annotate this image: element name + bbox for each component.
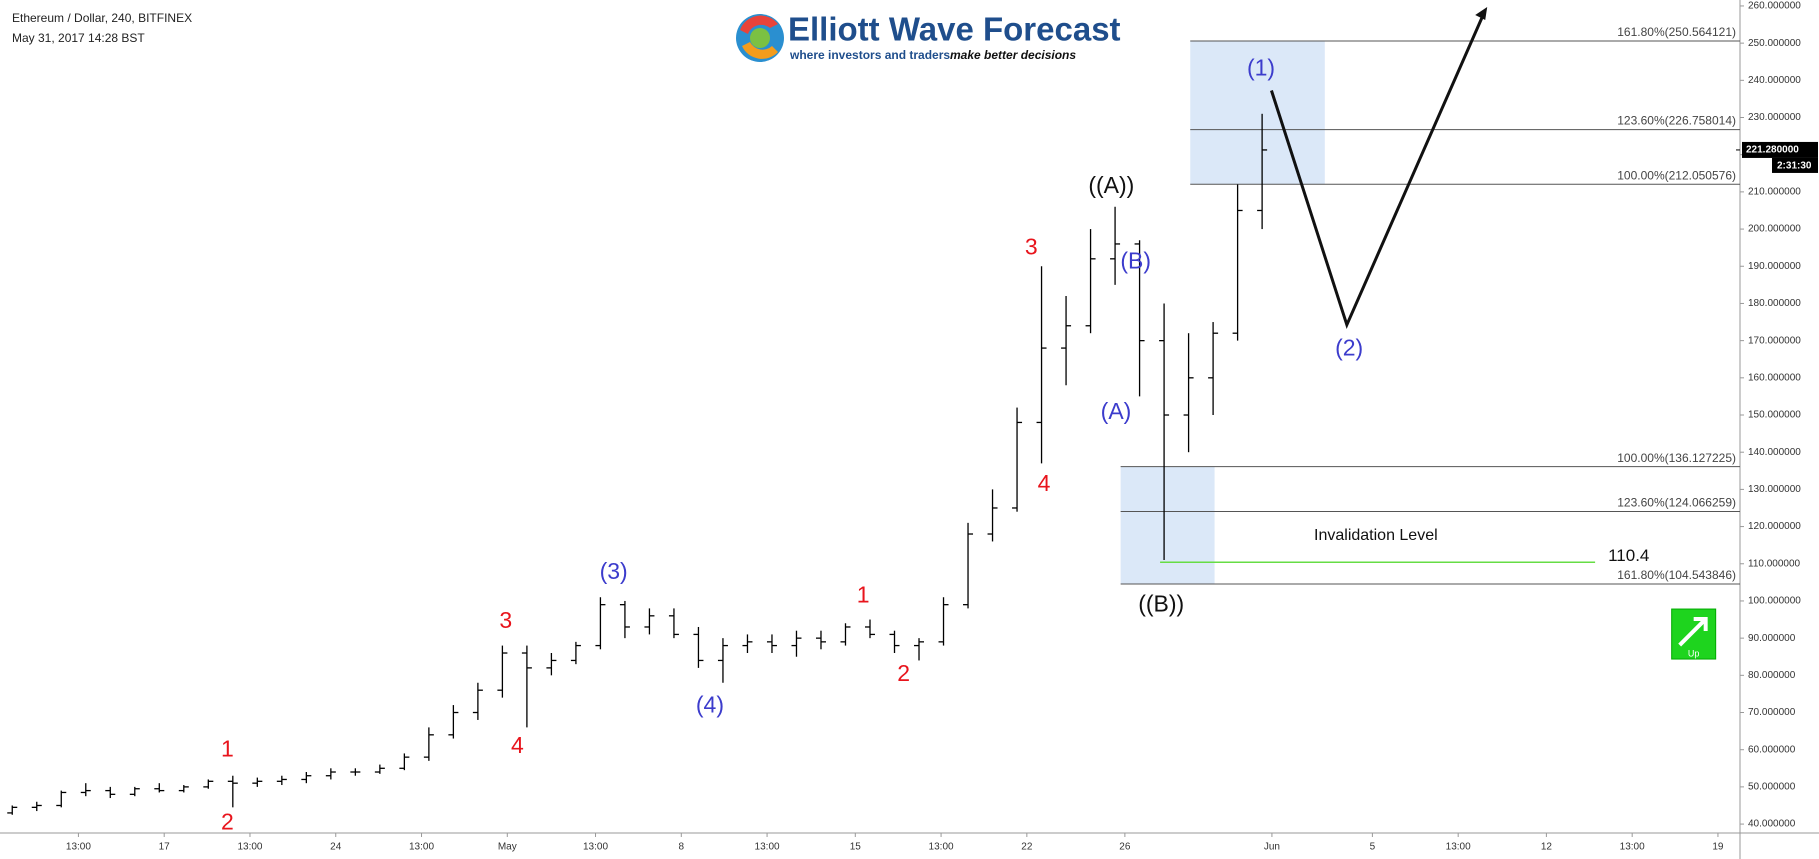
wave-label: 3 xyxy=(1025,233,1038,259)
y-tick-label: 40.000000 xyxy=(1748,819,1796,830)
y-tick-label: 60.000000 xyxy=(1748,744,1796,755)
projection-arrowhead xyxy=(1475,6,1488,20)
wave-label: 2 xyxy=(221,809,234,835)
x-tick-label: 13:00 xyxy=(237,842,262,853)
wave-label: ((A)) xyxy=(1088,172,1134,198)
y-tick-label: 70.000000 xyxy=(1748,707,1796,718)
wave-label: 1 xyxy=(857,581,870,607)
y-tick-label: 210.000000 xyxy=(1748,187,1801,198)
y-tick-label: 190.000000 xyxy=(1748,261,1801,272)
x-tick-label: 22 xyxy=(1021,842,1033,853)
x-tick-label: 24 xyxy=(330,842,342,853)
x-tick-label: 13:00 xyxy=(1620,842,1645,853)
wave-label: ((B)) xyxy=(1138,591,1184,617)
x-tick-label: 13:00 xyxy=(66,842,91,853)
y-tick-label: 140.000000 xyxy=(1748,447,1801,458)
wave-label: (3) xyxy=(600,558,628,584)
wave-label: 4 xyxy=(511,732,524,758)
y-tick-label: 180.000000 xyxy=(1748,298,1801,309)
invalidation-text: Invalidation Level xyxy=(1314,527,1438,544)
last-price-label: 221.280000 xyxy=(1746,145,1799,156)
x-tick-label: 15 xyxy=(850,842,862,853)
up-badge-label: Up xyxy=(1688,648,1700,658)
fib-label: 100.00%(212.050576) xyxy=(1617,168,1736,182)
x-tick-label: Jun xyxy=(1264,842,1280,853)
wave-label: (B) xyxy=(1120,247,1151,273)
wave-label: 2 xyxy=(897,660,910,686)
y-tick-label: 150.000000 xyxy=(1748,410,1801,421)
x-tick-label: 13:00 xyxy=(755,842,780,853)
y-tick-label: 170.000000 xyxy=(1748,335,1801,346)
fib-label: 123.60%(124.066259) xyxy=(1617,496,1736,510)
logo-tagline-bold: make better decisions xyxy=(950,48,1076,62)
x-tick-label: 5 xyxy=(1370,842,1376,853)
wave-label: (1) xyxy=(1247,55,1275,81)
projection-path xyxy=(1270,15,1484,330)
countdown-tag xyxy=(1772,157,1818,173)
y-tick-label: 110.000000 xyxy=(1748,558,1801,569)
logo-tagline: where investors and traders xyxy=(789,48,950,62)
wave-label: 1 xyxy=(221,736,234,762)
fib-label: 100.00%(136.127225) xyxy=(1617,451,1736,465)
last-price-tag xyxy=(1742,141,1818,158)
y-tick-label: 200.000000 xyxy=(1748,224,1801,235)
wave-label: 4 xyxy=(1038,470,1051,496)
wave-label: (A) xyxy=(1101,398,1132,424)
x-tick-label: 19 xyxy=(1712,842,1724,853)
logo-name: Elliott Wave Forecast xyxy=(788,11,1121,48)
wave-label: (4) xyxy=(696,692,724,718)
x-tick-label: May xyxy=(498,842,517,853)
target-box xyxy=(1120,466,1215,585)
x-tick-label: 26 xyxy=(1119,842,1131,853)
y-tick-label: 160.000000 xyxy=(1748,372,1801,383)
x-tick-label: 8 xyxy=(679,842,685,853)
logo: Elliott Wave Forecast where investors an… xyxy=(736,11,1121,62)
logo-swirl xyxy=(740,15,778,35)
x-tick-label: 13:00 xyxy=(1446,842,1471,853)
fib-label: 161.80%(104.543846) xyxy=(1617,568,1736,582)
fib-label: 123.60%(226.758014) xyxy=(1617,114,1736,128)
y-tick-label: 120.000000 xyxy=(1748,521,1801,532)
y-tick-label: 50.000000 xyxy=(1748,782,1796,793)
target-box xyxy=(1190,41,1325,185)
y-tick-label: 230.000000 xyxy=(1748,112,1801,123)
y-tick-label: 130.000000 xyxy=(1748,484,1801,495)
fib-label: 161.80%(250.564121) xyxy=(1617,25,1736,39)
x-tick-label: 13:00 xyxy=(583,842,608,853)
y-tick-label: 80.000000 xyxy=(1748,670,1796,681)
y-tick-label: 240.000000 xyxy=(1748,75,1801,86)
y-tick-label: 260.000000 xyxy=(1748,1,1801,12)
x-tick-label: 17 xyxy=(159,842,171,853)
countdown: 2:31:30 xyxy=(1777,161,1812,172)
wave-label: 3 xyxy=(499,607,512,633)
chart-subtitle: May 31, 2017 14:28 BST xyxy=(12,31,145,45)
x-tick-label: 12 xyxy=(1541,842,1553,853)
y-tick-label: 250.000000 xyxy=(1748,38,1801,49)
up-arrow xyxy=(1678,617,1708,647)
y-tick-label: 90.000000 xyxy=(1748,633,1796,644)
y-tick-label: 100.000000 xyxy=(1748,596,1801,607)
logo-swirl xyxy=(750,28,770,48)
x-tick-label: 13:00 xyxy=(929,842,954,853)
chart-title: Ethereum / Dollar, 240, BITFINEX xyxy=(12,11,192,25)
invalidation-label: 110.4 xyxy=(1608,546,1649,565)
x-tick-label: 13:00 xyxy=(409,842,434,853)
logo-swirl xyxy=(742,42,778,59)
wave-label: (2) xyxy=(1335,334,1363,360)
